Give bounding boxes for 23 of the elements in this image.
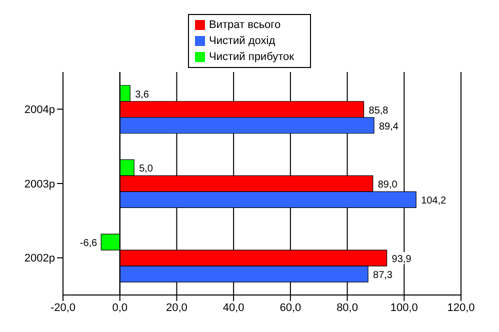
data-label: 93,9	[392, 254, 412, 266]
data-label: 3,6	[135, 89, 150, 100]
x-tick-label: 120,0	[447, 302, 475, 314]
data-label: 89,0	[378, 180, 398, 191]
data-label: 85,8	[368, 105, 389, 116]
x-tick-label: 100,0	[390, 302, 418, 314]
legend-label: Витрат всього	[209, 19, 281, 31]
x-tick-label: 20,0	[166, 302, 188, 314]
y-tick-label: 2002р	[24, 252, 55, 265]
data-label: 87,3	[373, 270, 393, 282]
y-tick-label: 2004р	[24, 104, 55, 116]
x-tick-label: 40,0	[222, 302, 244, 314]
x-tick-label: 0,0	[112, 302, 128, 314]
x-tick-label: 80,0	[336, 302, 358, 314]
data-label: -6,6	[80, 238, 98, 250]
data-label: 104,2	[421, 196, 447, 207]
y-tick-label: 2003р	[24, 178, 55, 190]
data-label: 89,4	[379, 121, 399, 132]
x-tick-label: -20,0	[50, 302, 76, 314]
data-label: 5,0	[139, 164, 154, 175]
x-tick-label: 60,0	[280, 302, 302, 314]
legend-label: Чистий дохід	[209, 35, 276, 47]
legend-label: Чистий прибуток	[209, 51, 294, 63]
